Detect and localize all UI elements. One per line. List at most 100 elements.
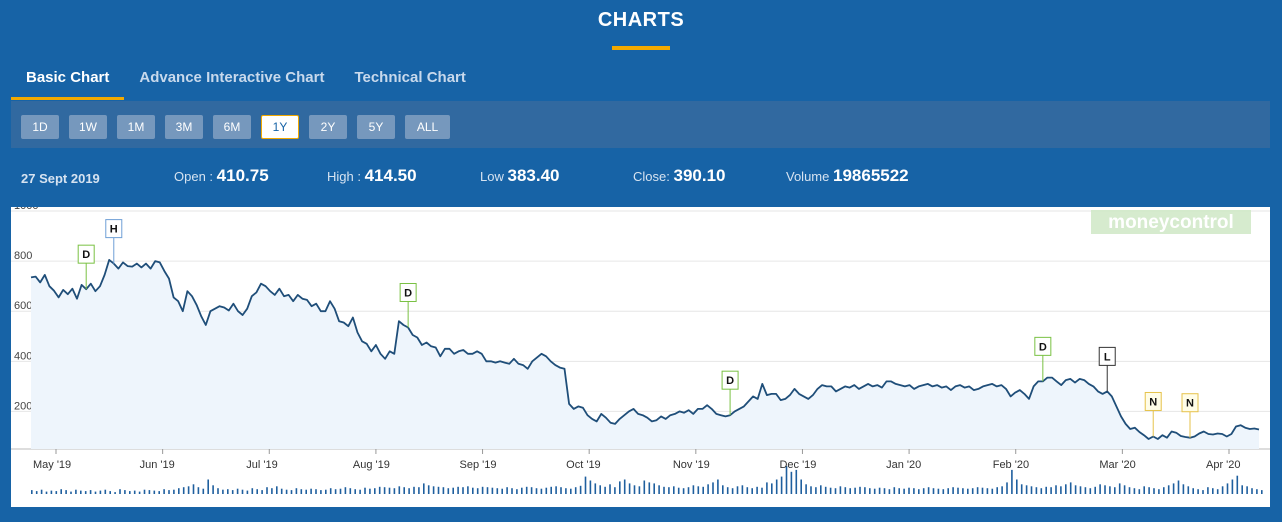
stat-high-label: High : xyxy=(327,169,361,184)
volume-bar xyxy=(222,489,224,494)
x-tick-label: Jun '19 xyxy=(140,459,175,471)
volume-bar xyxy=(1261,490,1263,494)
volume-bar xyxy=(491,487,494,494)
volume-bar xyxy=(236,488,239,494)
period-button-1m[interactable]: 1M xyxy=(117,115,155,139)
volume-bar xyxy=(1065,484,1067,494)
price-stats: 27 Sept 2019 Open : 410.75 High : 414.50… xyxy=(0,166,1282,192)
volume-bar xyxy=(437,486,440,494)
volume-bar xyxy=(908,487,910,494)
stat-high-value: 414.50 xyxy=(364,166,417,185)
marker-n xyxy=(1144,391,1162,411)
title-underline xyxy=(612,46,670,50)
x-tick-label: Dec '19 xyxy=(779,459,816,471)
volume-bar xyxy=(1045,486,1047,494)
volume-bar xyxy=(521,487,523,494)
volume-bar xyxy=(942,489,945,494)
volume-bar xyxy=(589,480,592,494)
volume-bar xyxy=(824,486,827,494)
volume-bar xyxy=(84,491,87,494)
volume-bar xyxy=(315,489,317,494)
volume-bar xyxy=(50,490,53,494)
volume-bar xyxy=(452,487,454,494)
volume-bar xyxy=(197,487,200,494)
period-button-6m[interactable]: 6M xyxy=(213,115,251,139)
volume-bar xyxy=(726,487,729,494)
volume-bar xyxy=(276,486,278,494)
period-button-1d[interactable]: 1D xyxy=(21,115,59,139)
volume-bar xyxy=(594,483,597,494)
volume-bar xyxy=(202,488,205,494)
volume-bar xyxy=(565,488,567,494)
volume-bar xyxy=(873,488,876,494)
volume-bar xyxy=(653,483,655,494)
volume-bar xyxy=(584,476,587,494)
chart-area[interactable]: 200 400 600 800 1000 moneycontrol D H D D D L N N M… xyxy=(11,200,1270,507)
volume-bar xyxy=(996,487,998,494)
marker-label: H xyxy=(110,224,118,236)
volume-bar xyxy=(555,486,557,494)
volume-bar xyxy=(795,469,798,494)
period-button-3m[interactable]: 3M xyxy=(165,115,203,139)
volume-bar xyxy=(535,488,538,494)
volume-bar xyxy=(957,487,959,494)
volume-bar xyxy=(99,490,102,494)
volume-bar xyxy=(1025,485,1028,494)
volume-bar xyxy=(153,490,156,494)
period-button-5y[interactable]: 5Y xyxy=(357,115,395,139)
event-markers: D H D D D L N N xyxy=(77,219,1199,438)
volume-bar xyxy=(1079,486,1082,494)
tab-advance-interactive-chart[interactable]: Advance Interactive Chart xyxy=(139,69,325,86)
volume-bar xyxy=(952,487,954,494)
x-axis-labels: May '19 Jun '19 Jul '19 Aug '19 Sep '19 Oct '… xyxy=(33,449,1241,471)
volume-bar xyxy=(1030,486,1033,494)
x-tick-label: Mar '20 xyxy=(1099,459,1135,471)
volume-bar xyxy=(163,489,165,494)
volume-bar xyxy=(1216,489,1219,494)
volume-bar xyxy=(677,487,680,494)
volume-bar xyxy=(1256,489,1258,494)
volume-bar xyxy=(486,487,489,494)
volume-bar xyxy=(192,484,195,494)
page-title: CHARTS xyxy=(597,9,685,31)
volume-bar xyxy=(1207,487,1209,494)
tab-basic-chart[interactable]: Basic Chart xyxy=(11,62,125,100)
period-button-1y[interactable]: 1Y xyxy=(261,115,299,139)
volume-bar xyxy=(834,488,837,494)
volume-bar xyxy=(1050,487,1052,494)
period-button-1w[interactable]: 1W xyxy=(69,115,107,139)
price-chart[interactable]: 200 400 600 800 1000 moneycontrol D H D D D L N N M… xyxy=(11,200,1270,507)
volume-bar xyxy=(1069,482,1072,494)
volume-bar xyxy=(780,476,783,494)
volume-bar xyxy=(393,488,396,494)
watermark-background xyxy=(1091,210,1251,234)
volume-bar xyxy=(1094,486,1096,494)
volume-bar xyxy=(187,486,190,494)
volume-bar xyxy=(40,489,43,494)
volume-bar xyxy=(168,490,170,494)
volume-bar xyxy=(854,487,856,494)
volume-bar xyxy=(682,488,685,494)
stat-open-label: Open : xyxy=(174,169,214,184)
tab-technical-chart[interactable]: Technical Chart xyxy=(354,69,466,86)
volume-bar xyxy=(104,489,107,494)
volume-bar xyxy=(1182,484,1185,494)
volume-bar xyxy=(687,487,690,494)
volume-bar xyxy=(506,487,508,494)
volume-bar xyxy=(511,488,513,494)
period-button-2y[interactable]: 2Y xyxy=(309,115,347,139)
volume-bar xyxy=(472,487,474,494)
volume-bar xyxy=(251,488,254,494)
stat-low: Low 383.40 xyxy=(480,166,559,186)
period-button-all[interactable]: ALL xyxy=(405,115,450,139)
volume-bar xyxy=(932,488,935,494)
volume-bar xyxy=(751,488,753,494)
volume-bar xyxy=(467,486,469,494)
volume-bar xyxy=(1231,479,1234,494)
volume-bar xyxy=(246,490,249,494)
volume-bar xyxy=(178,488,180,494)
volume-bar xyxy=(937,488,940,494)
volume-bar xyxy=(746,487,749,494)
stat-close-value: 390.10 xyxy=(673,166,726,185)
volume-bar xyxy=(462,487,464,494)
